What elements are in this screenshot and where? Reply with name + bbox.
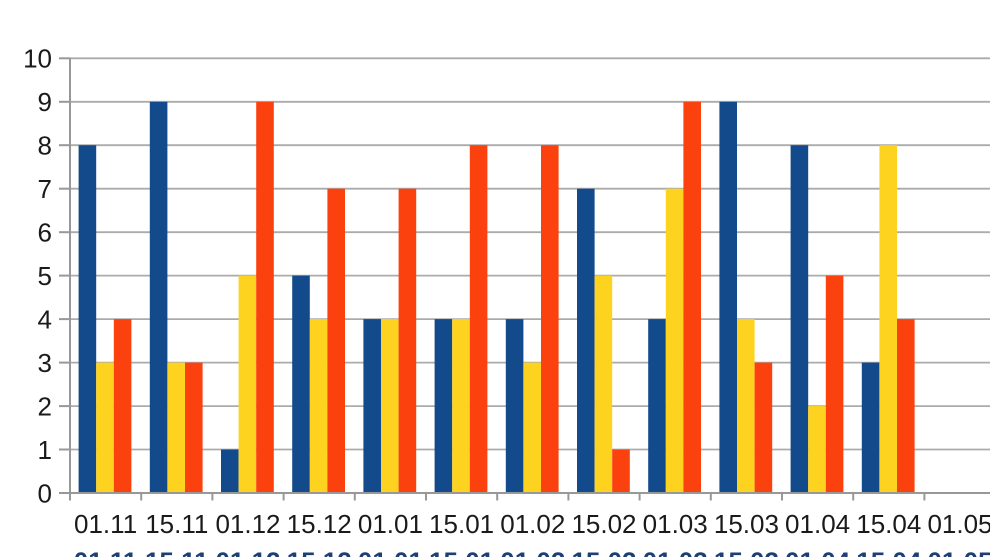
svg-text:15.11: 15.11	[145, 546, 209, 557]
svg-text:5: 5	[38, 261, 52, 291]
svg-text:15.12: 15.12	[287, 546, 352, 557]
svg-text:01.04: 01.04	[785, 509, 850, 539]
svg-text:4: 4	[38, 305, 52, 335]
svg-text:01.05: 01.05	[927, 509, 990, 539]
svg-text:01.04: 01.04	[785, 546, 851, 557]
svg-text:15.01: 15.01	[429, 546, 494, 557]
svg-text:15.02: 15.02	[571, 509, 636, 539]
svg-text:01.05: 01.05	[927, 546, 990, 557]
svg-text:15.02: 15.02	[571, 546, 636, 557]
svg-text:15.03: 15.03	[714, 509, 779, 539]
svg-text:01.12: 01.12	[215, 546, 280, 557]
svg-text:01.01: 01.01	[358, 546, 423, 557]
svg-text:01.11: 01.11	[74, 509, 137, 539]
svg-text:15.03: 15.03	[714, 546, 779, 557]
svg-text:15.11: 15.11	[145, 509, 208, 539]
svg-text:15.04: 15.04	[856, 546, 922, 557]
svg-text:15.12: 15.12	[287, 509, 352, 539]
svg-text:2: 2	[38, 392, 52, 422]
svg-text:01.03: 01.03	[643, 509, 708, 539]
svg-text:7: 7	[38, 174, 52, 204]
svg-text:1: 1	[38, 435, 52, 465]
svg-text:3: 3	[38, 348, 52, 378]
svg-text:01.02: 01.02	[500, 546, 565, 557]
svg-text:8: 8	[38, 131, 52, 161]
svg-text:01.02: 01.02	[500, 509, 565, 539]
svg-text:01.03: 01.03	[643, 546, 708, 557]
svg-text:01.12: 01.12	[215, 509, 280, 539]
svg-text:9: 9	[38, 87, 52, 117]
svg-text:6: 6	[38, 218, 52, 248]
svg-text:0: 0	[38, 478, 52, 508]
svg-text:15.04: 15.04	[856, 509, 921, 539]
svg-text:01.01: 01.01	[358, 509, 423, 539]
svg-text:15.01: 15.01	[429, 509, 494, 539]
svg-text:01.11: 01.11	[74, 546, 138, 557]
svg-text:10: 10	[23, 44, 52, 74]
